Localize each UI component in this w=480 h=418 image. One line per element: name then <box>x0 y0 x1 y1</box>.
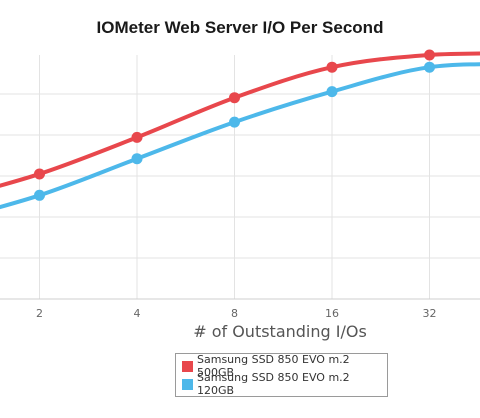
x-tick-label: 16 <box>325 307 339 320</box>
legend-label-120gb: Samsung SSD 850 EVO m.2 120GB <box>197 371 350 397</box>
legend-swatch-120gb <box>182 378 193 390</box>
data-point-500gb <box>131 131 143 143</box>
x-tick-label: 4 <box>134 307 141 320</box>
data-point-120gb <box>34 189 45 201</box>
data-point-120gb <box>131 153 143 165</box>
x-axis-title: # of Outstanding I/Os <box>193 322 367 341</box>
data-point-120gb <box>229 116 240 128</box>
legend-swatch-500gb <box>182 360 193 372</box>
legend-label-500gb: Samsung SSD 850 EVO m.2 500GB <box>197 353 350 379</box>
data-point-120gb <box>326 86 338 98</box>
x-tick-label: 2 <box>36 307 43 320</box>
data-point-500gb <box>229 92 240 104</box>
x-tick-label: 32 <box>423 307 437 320</box>
legend: Samsung SSD 850 EVO m.2 500GB Samsung SS… <box>175 353 388 397</box>
series-line-120gb <box>0 62 480 210</box>
chart-title: IOMeter Web Server I/O Per Second <box>96 18 384 37</box>
x-tick-label: 8 <box>231 307 238 320</box>
data-point-500gb <box>424 49 435 61</box>
legend-item-500gb[interactable]: Samsung SSD 850 EVO m.2 500GB <box>182 353 387 379</box>
series-line-500gb <box>0 51 480 188</box>
data-point-120gb <box>424 61 435 73</box>
data-point-500gb <box>34 168 45 180</box>
legend-item-120gb[interactable]: Samsung SSD 850 EVO m.2 120GB <box>182 371 387 397</box>
data-point-500gb <box>326 61 338 73</box>
